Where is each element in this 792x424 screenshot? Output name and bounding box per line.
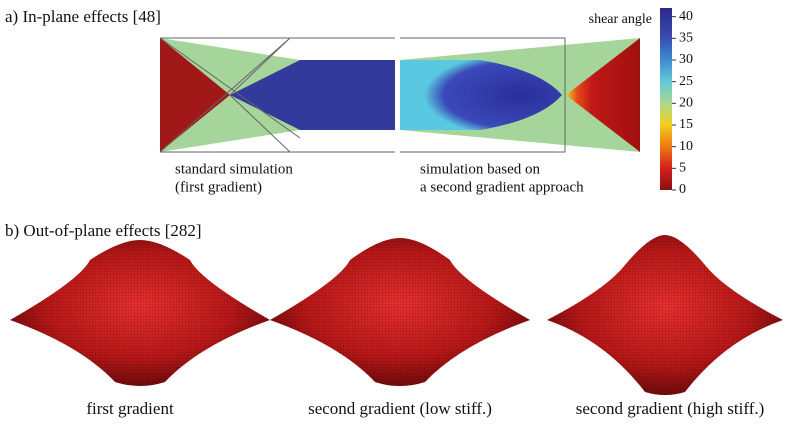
caption: second gradient (high stiff.) xyxy=(576,399,765,418)
caption: a second gradient approach xyxy=(420,179,584,195)
tick-label: 10 xyxy=(679,139,693,154)
shells xyxy=(10,235,783,395)
tick-label: 25 xyxy=(679,74,693,89)
caption: first gradient xyxy=(86,399,174,418)
tick-label: 20 xyxy=(679,96,693,111)
colorbar xyxy=(660,8,672,190)
standard-simulation xyxy=(160,38,395,152)
caption: simulation based on xyxy=(420,161,540,177)
second-gradient-simulation xyxy=(400,38,640,152)
tick-label: 35 xyxy=(679,31,693,46)
tick-label: 40 xyxy=(679,9,693,24)
caption: (first gradient) xyxy=(175,179,262,195)
panel-title: b) Out-of-plane effects [282] xyxy=(5,221,202,240)
caption: second gradient (low stiff.) xyxy=(308,399,492,418)
tick-label: 30 xyxy=(679,52,693,67)
caption: standard simulation xyxy=(175,161,293,177)
figure: a) In-plane effects [48] standard simula… xyxy=(0,0,792,424)
colorbar-label: shear angle xyxy=(589,12,652,27)
tick-label: 0 xyxy=(679,182,686,197)
tick-label: 5 xyxy=(679,161,686,176)
panel-title: a) In-plane effects [48] xyxy=(5,7,161,26)
tick-label: 15 xyxy=(679,117,693,132)
colorbar-ticks: 0 5 10 15 20 25 30 35 40 xyxy=(672,9,693,197)
